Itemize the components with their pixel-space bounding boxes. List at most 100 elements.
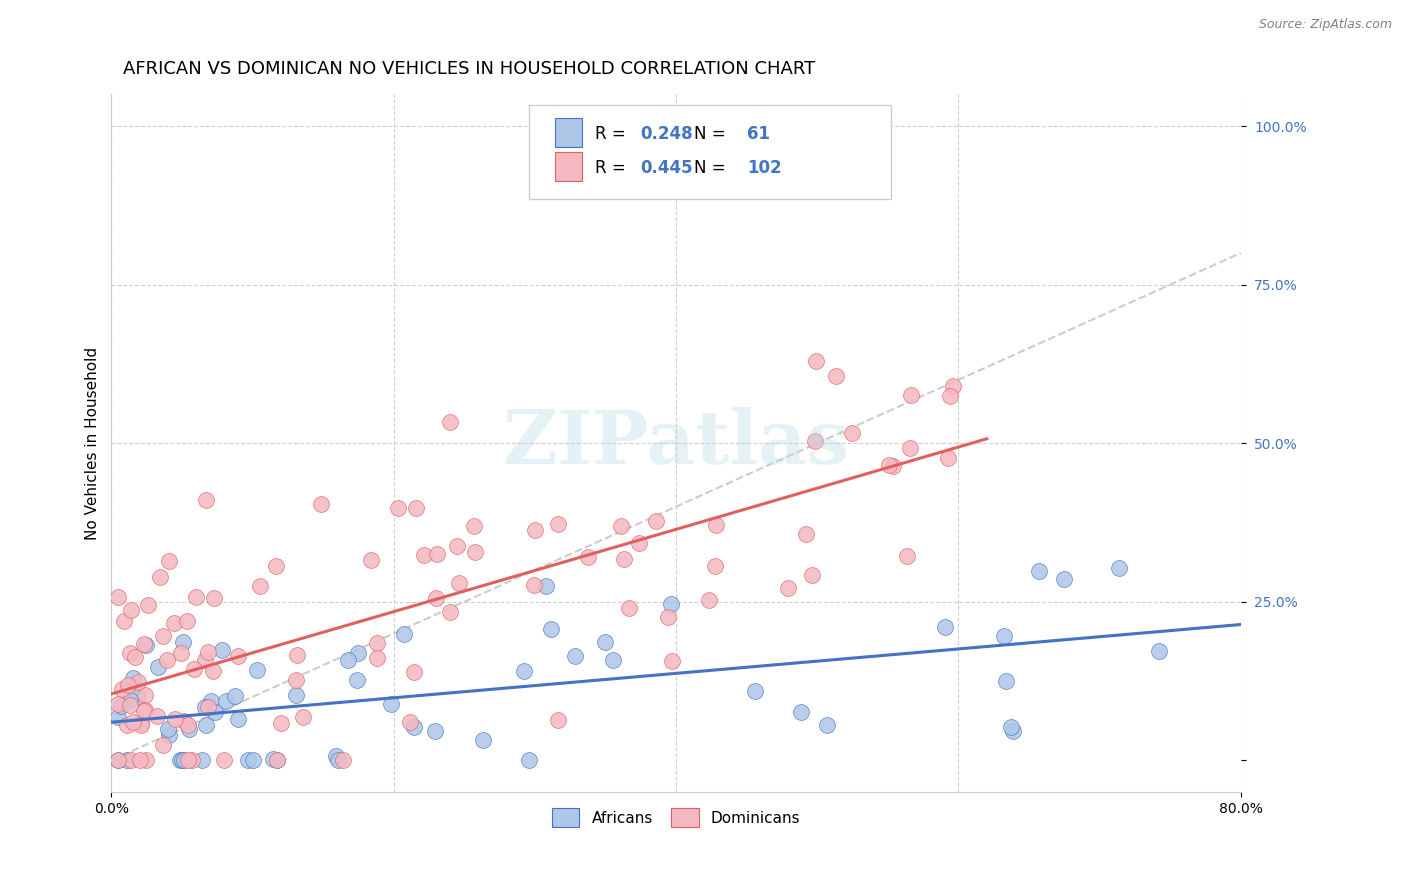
- Point: [285, 648, 308, 662]
- Point: [336, 653, 359, 667]
- Point: [228, 649, 250, 664]
- Point: [703, 559, 725, 574]
- Point: [877, 458, 900, 472]
- Text: R =: R =: [595, 159, 631, 177]
- Point: [134, 689, 156, 703]
- Point: [115, 753, 138, 767]
- Point: [328, 753, 350, 767]
- Point: [242, 753, 264, 767]
- Point: [540, 623, 562, 637]
- Point: [517, 753, 540, 767]
- Point: [177, 718, 200, 732]
- Point: [380, 697, 402, 711]
- Point: [183, 662, 205, 676]
- Point: [697, 593, 720, 607]
- Point: [131, 718, 153, 732]
- Text: N =: N =: [695, 159, 731, 177]
- Point: [173, 753, 195, 767]
- Point: [657, 610, 679, 624]
- Point: [404, 720, 426, 734]
- Point: [463, 518, 485, 533]
- Point: [704, 518, 727, 533]
- Point: [790, 705, 813, 719]
- Point: [177, 723, 200, 737]
- Point: [117, 678, 139, 692]
- Point: [425, 591, 447, 606]
- Point: [135, 753, 157, 767]
- Point: [172, 635, 194, 649]
- Point: [439, 415, 461, 429]
- Point: [214, 753, 236, 767]
- Point: [366, 636, 388, 650]
- Point: [815, 718, 838, 732]
- Point: [523, 524, 546, 538]
- Point: [896, 549, 918, 564]
- Point: [325, 748, 347, 763]
- Text: 0.248: 0.248: [640, 125, 693, 144]
- Point: [446, 540, 468, 554]
- Point: [156, 653, 179, 667]
- Point: [236, 753, 259, 767]
- Text: ZIPatlas: ZIPatlas: [502, 407, 849, 480]
- Point: [165, 712, 187, 726]
- Point: [576, 550, 599, 565]
- Point: [107, 753, 129, 767]
- Point: [399, 714, 422, 729]
- Text: N =: N =: [695, 125, 731, 144]
- Point: [122, 715, 145, 730]
- Point: [107, 590, 129, 604]
- Point: [413, 548, 436, 562]
- Point: [593, 635, 616, 649]
- Point: [270, 716, 292, 731]
- Point: [804, 354, 827, 368]
- Point: [346, 673, 368, 687]
- Point: [284, 673, 307, 688]
- Point: [841, 426, 863, 441]
- Point: [426, 547, 449, 561]
- Point: [134, 703, 156, 717]
- Point: [211, 643, 233, 657]
- Text: AFRICAN VS DOMINICAN NO VEHICLES IN HOUSEHOLD CORRELATION CHART: AFRICAN VS DOMINICAN NO VEHICLES IN HOUS…: [122, 60, 815, 78]
- Point: [347, 646, 370, 660]
- Point: [534, 579, 557, 593]
- Point: [1147, 644, 1170, 658]
- Point: [1000, 720, 1022, 734]
- Point: [284, 688, 307, 702]
- Point: [661, 654, 683, 668]
- Point: [934, 620, 956, 634]
- Point: [1028, 565, 1050, 579]
- Point: [124, 650, 146, 665]
- Point: [132, 704, 155, 718]
- Point: [176, 614, 198, 628]
- Point: [200, 694, 222, 708]
- Point: [122, 671, 145, 685]
- Point: [118, 693, 141, 707]
- Legend: Africans, Dominicans: Africans, Dominicans: [546, 802, 807, 833]
- Point: [882, 458, 904, 473]
- Point: [115, 717, 138, 731]
- Point: [628, 535, 651, 549]
- Point: [120, 646, 142, 660]
- Point: [181, 753, 204, 767]
- Point: [134, 638, 156, 652]
- Point: [194, 492, 217, 507]
- Point: [995, 673, 1018, 688]
- Text: R =: R =: [595, 125, 631, 144]
- Point: [800, 567, 823, 582]
- Point: [204, 705, 226, 719]
- Point: [197, 645, 219, 659]
- Point: [513, 664, 536, 678]
- Point: [148, 570, 170, 584]
- Point: [194, 700, 217, 714]
- Point: [402, 665, 425, 679]
- Point: [522, 578, 544, 592]
- Point: [194, 653, 217, 667]
- Point: [993, 629, 1015, 643]
- Point: [602, 653, 624, 667]
- Point: [423, 723, 446, 738]
- Point: [191, 753, 214, 767]
- Point: [794, 527, 817, 541]
- Point: [125, 690, 148, 704]
- Point: [202, 591, 225, 606]
- Point: [1001, 723, 1024, 738]
